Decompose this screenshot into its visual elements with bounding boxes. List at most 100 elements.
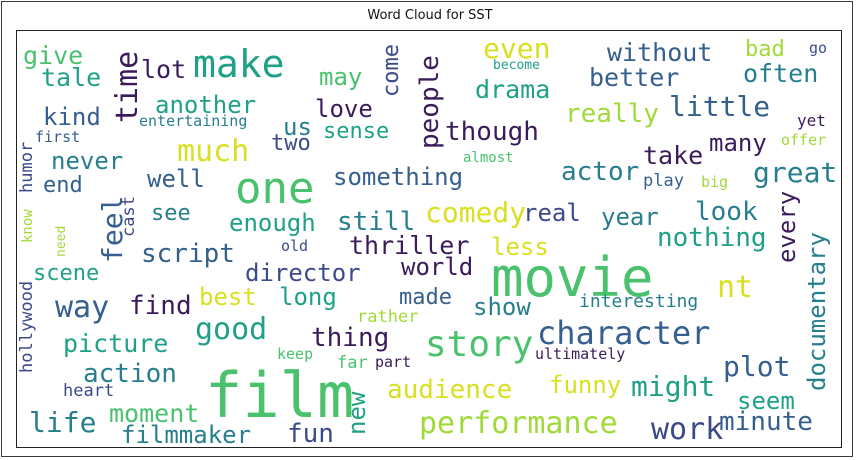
word-heart: heart xyxy=(63,381,115,401)
word-interesting: interesting xyxy=(579,291,699,312)
word-never: never xyxy=(51,147,124,175)
word-yet: yet xyxy=(797,111,826,130)
word-need: need xyxy=(54,225,69,257)
word-keep: keep xyxy=(277,345,314,363)
word-entertaining: entertaining xyxy=(139,112,248,130)
word-thriller: thriller xyxy=(349,231,470,260)
word-kind: kind xyxy=(43,103,101,131)
word-fun: fun xyxy=(287,419,334,448)
word-bad: bad xyxy=(745,37,785,62)
word-one: one xyxy=(235,163,315,214)
figure-title: Word Cloud for SST xyxy=(367,8,493,23)
word-made: made xyxy=(399,285,452,310)
word-give: give xyxy=(23,41,84,70)
word-something: something xyxy=(333,163,464,191)
word-filmmaker: filmmaker xyxy=(121,421,252,448)
word-thing: thing xyxy=(311,323,390,353)
word-comedy: comedy xyxy=(425,196,527,229)
word-see: see xyxy=(151,201,191,226)
word-even: even xyxy=(483,32,551,65)
word-audience: audience xyxy=(387,375,513,405)
word-action: action xyxy=(83,359,177,389)
word-better: better xyxy=(589,63,680,92)
word-make: make xyxy=(193,42,285,86)
word-minute: minute xyxy=(719,407,813,437)
word-become: become xyxy=(493,58,540,73)
word-rather: rather xyxy=(357,307,419,327)
word-documentary: documentary xyxy=(803,232,831,391)
word-well: well xyxy=(147,165,205,193)
word-two: two xyxy=(271,131,311,156)
word-far: far xyxy=(337,353,368,373)
word-work: work xyxy=(651,412,724,447)
word-way: way xyxy=(55,290,110,325)
word-world: world xyxy=(401,253,474,281)
word-drama: drama xyxy=(475,75,551,104)
word-scene: scene xyxy=(33,261,100,286)
word-picture: picture xyxy=(63,329,169,358)
word-part: part xyxy=(375,353,412,371)
word-go: go xyxy=(809,39,828,57)
word-hollywood: hollywood xyxy=(17,280,37,373)
word-play: play xyxy=(643,171,684,191)
word-less: less xyxy=(491,233,549,261)
word-still: still xyxy=(337,207,416,237)
word-nt: nt xyxy=(717,270,754,305)
word-find: find xyxy=(129,291,192,321)
word-look: look xyxy=(695,197,758,227)
word-show: show xyxy=(473,293,531,321)
word-story: story xyxy=(425,324,534,365)
word-us: us xyxy=(283,113,312,141)
word-new: new xyxy=(343,391,371,435)
word-ultimately: ultimately xyxy=(535,345,626,363)
word-real: real xyxy=(523,199,581,227)
word-feel: feel xyxy=(96,195,129,263)
word-enough: enough xyxy=(229,209,316,237)
word-without: without xyxy=(607,38,713,67)
word-might: might xyxy=(631,370,716,403)
word-sense: sense xyxy=(323,119,390,144)
word-great: great xyxy=(753,156,838,189)
word-though: though xyxy=(445,117,539,147)
word-actor: actor xyxy=(561,157,640,187)
word-plot: plot xyxy=(723,350,791,383)
word-love: love xyxy=(315,95,373,123)
word-people: people xyxy=(415,55,445,149)
word-good: good xyxy=(195,312,268,347)
word-seem: seem xyxy=(737,387,795,415)
word-know: know xyxy=(20,209,36,243)
word-film: film xyxy=(205,359,355,432)
word-long: long xyxy=(279,283,337,311)
word-lot: lot xyxy=(141,55,187,84)
word-cloud: give tale time lot make may come even be… xyxy=(16,30,842,448)
word-come: come xyxy=(379,44,404,97)
word-offer: offer xyxy=(781,131,827,149)
word-many: many xyxy=(709,129,767,157)
word-big: big xyxy=(701,173,729,191)
word-really: really xyxy=(565,99,659,129)
word-first: first xyxy=(35,128,81,146)
word-nothing: nothing xyxy=(657,223,767,253)
word-year: year xyxy=(601,203,659,231)
word-character: character xyxy=(537,314,711,352)
word-take: take xyxy=(643,141,704,170)
word-humor: humor xyxy=(17,141,37,193)
word-moment: moment xyxy=(109,399,200,428)
word-life: life xyxy=(29,406,97,439)
word-little: little xyxy=(669,90,771,123)
word-may: may xyxy=(319,63,363,91)
word-end: end xyxy=(43,173,83,198)
word-movie: movie xyxy=(491,246,654,309)
word-best: best xyxy=(199,283,257,311)
word-often: often xyxy=(743,59,819,88)
word-director: director xyxy=(245,259,361,287)
word-old: old xyxy=(281,237,309,255)
word-almost: almost xyxy=(463,150,514,166)
word-funny: funny xyxy=(549,371,622,399)
word-performance: performance xyxy=(419,406,618,441)
word-every: every xyxy=(773,190,801,263)
word-another: another xyxy=(155,91,257,119)
word-tale: tale xyxy=(41,63,102,92)
word-much: much xyxy=(177,134,250,169)
